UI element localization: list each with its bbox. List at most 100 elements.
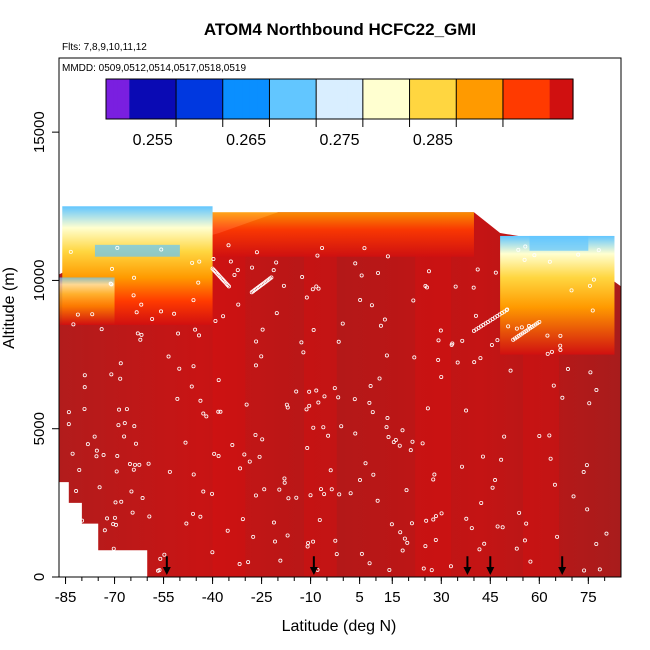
observation-point (315, 253, 320, 258)
observation-point (433, 537, 438, 542)
observation-point (404, 488, 409, 493)
observation-point (311, 539, 316, 544)
colorbar-cell (537, 79, 543, 119)
observation-point (191, 511, 196, 516)
observation-point (74, 489, 79, 494)
colorbar-cell (195, 79, 200, 119)
colorbar-cell (502, 79, 508, 119)
observation-point (400, 548, 405, 553)
observation-point (108, 281, 113, 286)
observation-point (138, 337, 143, 342)
colorbar-cell (121, 79, 127, 119)
colorbar-cell (370, 79, 376, 119)
observation-point (226, 243, 231, 248)
observation-point (547, 433, 552, 438)
field-band-0 (212, 250, 246, 577)
observation-point (425, 406, 430, 411)
observation-point (82, 406, 87, 411)
colorbar-cell (249, 79, 255, 119)
observation-point (119, 499, 124, 504)
observation-point (353, 431, 358, 436)
observation-point (517, 510, 522, 515)
observation-point (370, 410, 375, 415)
heat-field (59, 206, 621, 577)
colorbar-cell (187, 79, 193, 119)
observation-point (122, 421, 127, 426)
observation-point (210, 491, 215, 496)
colorbar-cell (312, 79, 317, 119)
colorbar-cell (401, 79, 407, 119)
y-tick-label: 5000 (31, 412, 48, 445)
observation-point (130, 510, 135, 515)
colorbar (105, 78, 574, 127)
observation-point (499, 457, 504, 462)
observation-point (316, 400, 321, 405)
observation-point (433, 514, 438, 519)
x-tick-label: -40 (202, 589, 224, 606)
y-tick-label: 15000 (31, 111, 48, 153)
observation-point (459, 464, 464, 469)
observation-point (469, 526, 474, 531)
observation-point (109, 282, 114, 287)
observation-point (70, 451, 75, 456)
observation-point (489, 342, 494, 347)
colorbar-cell (269, 79, 274, 119)
observation-point (118, 376, 123, 381)
observation-point (587, 401, 592, 406)
field-band-1 (304, 250, 337, 577)
observation-point (480, 454, 485, 459)
colorbar-labels: 0.255 0.265 0.275 0.285 (133, 132, 453, 149)
observation-point (102, 528, 107, 533)
colorbar-cell (460, 79, 465, 119)
observation-point (246, 560, 251, 565)
observation-point (576, 252, 581, 257)
observation-point (358, 298, 363, 303)
observation-point (426, 269, 431, 274)
observation-point (384, 425, 389, 430)
observation-point (393, 438, 398, 443)
observation-point (271, 520, 276, 525)
colorbar-cell (339, 79, 344, 119)
observation-point (408, 448, 413, 453)
observation-point (230, 443, 235, 448)
observation-point (305, 446, 310, 451)
observation-point (377, 376, 382, 381)
observation-point (400, 428, 405, 433)
observation-point (221, 314, 226, 319)
observation-point (522, 257, 527, 262)
observation-point (131, 467, 136, 472)
observation-point (493, 270, 498, 275)
observation-point (436, 338, 441, 343)
observation-point (259, 354, 264, 359)
observation-point (490, 485, 495, 490)
colorbar-cell (199, 79, 204, 119)
colorbar-cell (308, 79, 313, 119)
observation-point (172, 311, 177, 316)
observation-point (113, 500, 118, 505)
observation-point (304, 407, 309, 412)
colorbar-cell (230, 79, 236, 119)
colorbar-cell (285, 79, 290, 119)
observation-point (111, 562, 116, 567)
observation-point (339, 424, 344, 429)
colorbar-cell (409, 79, 415, 119)
observation-point (159, 247, 164, 252)
y-tick-label: 0 (31, 573, 48, 581)
x-tick-label: 45 (482, 589, 499, 606)
observation-point (438, 328, 443, 333)
colorbar-cell (534, 79, 539, 119)
observation-point (505, 307, 510, 312)
colorbar-cell (296, 79, 302, 119)
observation-point (82, 373, 87, 378)
field-blue-left (94, 244, 180, 257)
observation-point (511, 337, 516, 342)
observation-point (271, 268, 276, 273)
colorbar-cell (374, 79, 380, 119)
colorbar-cell (242, 79, 247, 119)
y-tick-label: 10000 (31, 260, 48, 302)
observation-point (278, 558, 283, 563)
colorbar-cell (479, 79, 485, 119)
observation-point (137, 462, 142, 467)
observation-point (77, 468, 82, 473)
colorbar-cell (277, 79, 282, 119)
